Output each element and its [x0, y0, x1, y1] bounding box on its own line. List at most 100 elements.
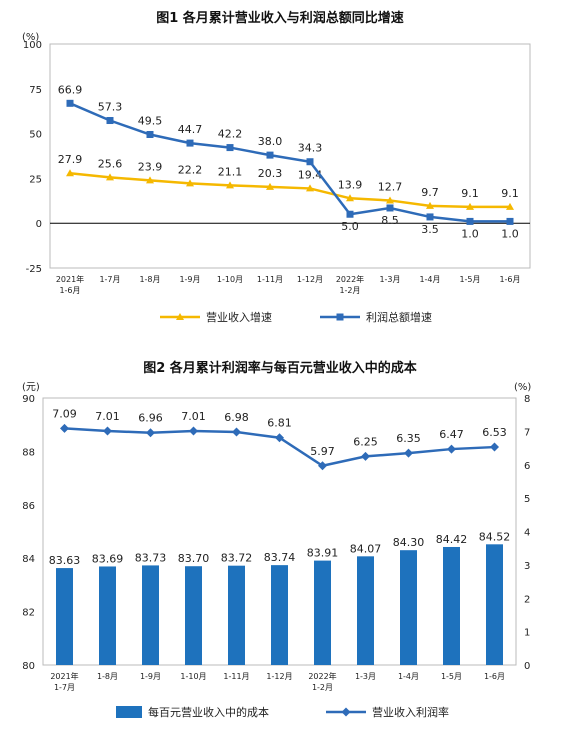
- chart2-margin-point: [103, 426, 112, 436]
- chart1-revenue-point: [146, 176, 154, 184]
- chart2-margin-point: [275, 433, 284, 443]
- chart2-margin-point: [404, 448, 413, 458]
- chart2-cost-label: 83.69: [92, 552, 124, 565]
- chart2-x-tick: 1-4月: [398, 672, 419, 681]
- chart1-x-tick: 1-3月: [379, 275, 400, 284]
- chart1-profit-label: 42.2: [218, 128, 243, 141]
- chart2-x-tick: 2021年 1-7月: [50, 671, 78, 692]
- chart1-profit-label: 49.5: [138, 114, 163, 127]
- chart2-cost-label: 84.07: [350, 542, 382, 555]
- chart1-revenue-point: [346, 194, 354, 202]
- chart2-right-y-tick: 1: [524, 628, 530, 639]
- chart2-margin-label: 6.81: [267, 417, 292, 430]
- chart2-cost-label: 83.63: [49, 554, 81, 567]
- chart1-legend-revenue-marker: [176, 313, 184, 320]
- chart1-x-tick: 1-5月: [459, 275, 480, 284]
- chart1-revenue-point: [66, 169, 74, 177]
- chart2-right-y-tick: 6: [524, 461, 530, 472]
- chart1-profit-point: [426, 213, 434, 221]
- chart1-x-tick: 1-12月: [297, 275, 323, 284]
- chart2-margin-point: [189, 426, 198, 436]
- chart2-legend-margin-label: 营业收入利润率: [372, 705, 449, 719]
- chart1-profit-point: [66, 99, 74, 107]
- chart2-right-y-tick: 3: [524, 561, 530, 572]
- chart1-profit-point: [386, 204, 394, 212]
- chart2-right-y-tick: 5: [524, 494, 530, 505]
- chart2-cost-bar: [99, 566, 116, 665]
- chart1-y-tick: 75: [29, 85, 42, 96]
- chart2-cost-label: 83.70: [178, 552, 210, 565]
- chart2-margin-label: 6.25: [353, 435, 378, 448]
- chart2-right-unit: (%): [514, 382, 531, 393]
- chart2-cost-bar: [400, 550, 417, 665]
- chart1-profit-point: [146, 130, 154, 138]
- chart1-profit-point: [466, 217, 474, 225]
- chart2-legend-margin-marker: [341, 707, 351, 717]
- chart2-cost-label: 84.52: [479, 530, 511, 543]
- chart1-revenue-point: [266, 182, 274, 190]
- chart2-cost-bar: [228, 565, 245, 665]
- chart1-revenue-label: 9.1: [461, 187, 479, 200]
- chart1-revenue-label: 20.3: [258, 167, 283, 180]
- chart1-revenue-label: 13.9: [338, 178, 363, 191]
- chart2-margin-point: [232, 427, 241, 437]
- chart2-cost-bar: [314, 560, 331, 665]
- chart1-revenue-point: [306, 184, 314, 192]
- chart2-margin-label: 6.53: [482, 426, 507, 439]
- chart2-margin-label: 5.97: [310, 445, 335, 458]
- chart2-margin-label: 6.96: [138, 412, 163, 425]
- chart1-x-tick: 2021年 1-6月: [56, 274, 84, 295]
- chart2-margin-label: 7.01: [181, 410, 206, 423]
- chart2-cost-label: 84.30: [393, 536, 425, 549]
- chart1-profit-point: [346, 210, 354, 218]
- chart2-margin-point: [318, 461, 327, 471]
- chart2-margin-label: 6.35: [396, 432, 421, 445]
- chart1-revenue-label: 23.9: [138, 160, 163, 173]
- chart1-x-tick: 1-8月: [139, 275, 160, 284]
- chart2-x-tick: 2022年 1-2月: [308, 671, 336, 692]
- chart1-series-profit-line: [69, 102, 510, 223]
- chart2-x-tick: 1-8月: [97, 672, 118, 681]
- chart2-left-y-tick: 82: [22, 608, 35, 619]
- chart2-margin-point: [490, 442, 499, 452]
- chart2-right-y-tick: 4: [524, 528, 530, 539]
- chart1-profit-label: 8.5: [381, 214, 399, 227]
- chart2-cost-bar: [185, 566, 202, 665]
- chart1-revenue-point: [226, 181, 234, 189]
- chart2-cost-bar: [357, 556, 374, 665]
- chart1-profit-label: 44.7: [178, 123, 203, 136]
- chart1-profit-label: 5.0: [341, 220, 359, 233]
- chart2-cost-label: 83.91: [307, 547, 339, 560]
- chart2-left-y-tick: 90: [22, 394, 35, 405]
- chart1-y-tick: -25: [26, 264, 42, 275]
- chart2-x-tick: 1-5月: [441, 672, 462, 681]
- chart2-legend-cost-label: 每百元营业收入中的成本: [148, 705, 269, 719]
- chart2-left-y-tick: 86: [22, 501, 35, 512]
- chart2-cost-label: 84.42: [436, 533, 468, 546]
- chart2-cost-bar: [56, 568, 73, 665]
- chart1-series-revenue-line: [69, 171, 510, 209]
- chart2-title: 图2 各月累计利润率与每百元营业收入中的成本: [143, 360, 417, 376]
- chart2-x-tick: 1-3月: [355, 672, 376, 681]
- chart1-revenue-label: 9.1: [501, 187, 519, 200]
- chart1-legend-revenue-label: 营业收入增速: [206, 310, 272, 324]
- chart1-profit-label: 1.0: [501, 227, 519, 240]
- chart1-revenue-point: [106, 173, 114, 181]
- chart1-revenue-point: [506, 202, 514, 210]
- chart1-revenue-point: [186, 179, 194, 187]
- chart2-margin-point: [60, 423, 69, 433]
- chart1-legend-profit-marker: [336, 313, 344, 321]
- chart1-plot-frame: [49, 43, 531, 269]
- chart2-margin-label: 6.47: [439, 428, 464, 441]
- chart1-profit-label: 34.3: [298, 142, 323, 155]
- chart1-legend-profit-label: 利润总额增速: [366, 310, 432, 324]
- chart1-unit: (%): [22, 32, 39, 43]
- chart1-x-tick: 1-9月: [179, 275, 200, 284]
- chart2-x-tick: 1-11月: [223, 672, 249, 681]
- chart1-y-tick: 50: [29, 130, 42, 141]
- chart1-revenue-label: 21.1: [218, 165, 243, 178]
- chart2-left-y-tick: 84: [22, 554, 35, 565]
- chart1-profit-point: [506, 217, 514, 225]
- chart2-left-unit: (元): [22, 382, 40, 393]
- chart1-revenue-label: 25.6: [98, 157, 123, 170]
